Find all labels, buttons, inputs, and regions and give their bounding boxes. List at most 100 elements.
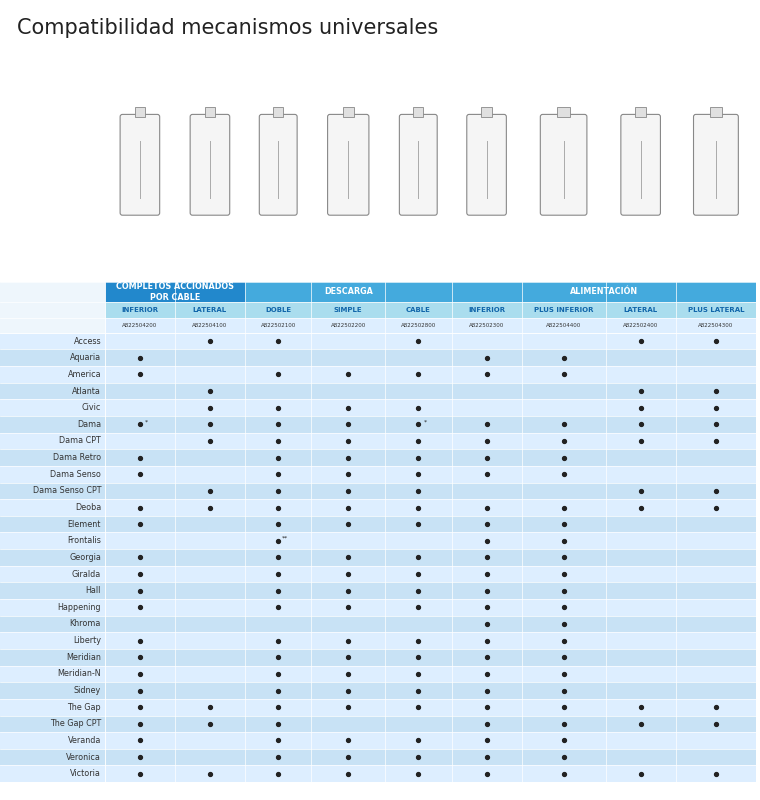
Bar xyxy=(451,766,521,782)
Bar xyxy=(385,318,451,333)
Bar xyxy=(312,682,385,699)
Bar xyxy=(521,566,606,582)
Bar xyxy=(521,599,606,616)
Bar xyxy=(606,499,676,516)
Text: Aquaria: Aquaria xyxy=(70,354,101,362)
Bar xyxy=(105,533,175,549)
Bar xyxy=(175,499,245,516)
Bar xyxy=(0,482,105,499)
Bar xyxy=(105,318,175,333)
Bar xyxy=(105,632,175,649)
Bar xyxy=(105,382,175,399)
Bar xyxy=(105,616,175,632)
Bar xyxy=(385,582,451,599)
Bar xyxy=(385,516,451,533)
Text: Georgia: Georgia xyxy=(69,553,101,562)
Bar xyxy=(606,382,676,399)
Bar xyxy=(606,582,676,599)
Bar xyxy=(451,582,521,599)
Bar xyxy=(175,366,245,382)
Bar xyxy=(245,499,312,516)
Text: CABLE: CABLE xyxy=(406,307,431,314)
Bar xyxy=(606,318,676,333)
Bar xyxy=(0,582,105,599)
Bar xyxy=(710,107,722,117)
Bar xyxy=(676,649,756,666)
Text: Meridian: Meridian xyxy=(66,653,101,662)
FancyBboxPatch shape xyxy=(467,114,506,215)
Bar xyxy=(385,599,451,616)
Bar xyxy=(312,516,385,533)
Bar xyxy=(606,516,676,533)
Bar xyxy=(245,516,312,533)
Text: Giralda: Giralda xyxy=(72,570,101,578)
Bar xyxy=(245,350,312,366)
Bar xyxy=(175,566,245,582)
Bar xyxy=(385,632,451,649)
Bar xyxy=(312,699,385,715)
Bar xyxy=(606,632,676,649)
Bar xyxy=(676,366,756,382)
Bar xyxy=(606,350,676,366)
Bar xyxy=(312,566,385,582)
Bar xyxy=(175,682,245,699)
Bar xyxy=(676,450,756,466)
Bar xyxy=(0,715,105,732)
Bar xyxy=(451,482,521,499)
Bar xyxy=(451,366,521,382)
Bar xyxy=(385,749,451,766)
FancyBboxPatch shape xyxy=(399,114,437,215)
Bar xyxy=(521,749,606,766)
Bar xyxy=(521,616,606,632)
Bar xyxy=(606,682,676,699)
Bar xyxy=(105,566,175,582)
Bar xyxy=(245,549,312,566)
Bar xyxy=(105,715,175,732)
Bar xyxy=(312,450,385,466)
Text: The Gap CPT: The Gap CPT xyxy=(50,719,101,728)
Bar xyxy=(245,282,451,302)
Bar xyxy=(175,582,245,599)
Bar xyxy=(451,466,521,482)
Bar xyxy=(175,749,245,766)
Bar xyxy=(451,616,521,632)
Bar xyxy=(312,582,385,599)
Bar xyxy=(105,450,175,466)
Bar xyxy=(521,416,606,433)
Text: Sidney: Sidney xyxy=(74,686,101,695)
Bar xyxy=(0,433,105,450)
Bar xyxy=(245,766,312,782)
Bar xyxy=(676,599,756,616)
Bar xyxy=(385,350,451,366)
Bar xyxy=(451,566,521,582)
Bar xyxy=(451,333,521,350)
Bar xyxy=(606,482,676,499)
Bar xyxy=(312,382,385,399)
Bar xyxy=(245,666,312,682)
Bar xyxy=(245,632,312,649)
Bar xyxy=(451,282,756,302)
Bar xyxy=(385,450,451,466)
Bar xyxy=(175,666,245,682)
Bar xyxy=(245,599,312,616)
Text: Victoria: Victoria xyxy=(70,770,101,778)
Bar xyxy=(245,399,312,416)
Bar xyxy=(676,666,756,682)
Bar xyxy=(385,302,451,318)
Bar xyxy=(451,399,521,416)
Text: A822504200: A822504200 xyxy=(122,323,157,328)
Text: INFERIOR: INFERIOR xyxy=(468,307,505,314)
Bar xyxy=(676,632,756,649)
Text: A822504100: A822504100 xyxy=(192,323,227,328)
Bar xyxy=(105,599,175,616)
Bar xyxy=(385,399,451,416)
Text: *: * xyxy=(145,419,148,425)
Bar xyxy=(676,715,756,732)
Bar xyxy=(0,632,105,649)
Text: Dama Senso: Dama Senso xyxy=(50,470,101,478)
Bar xyxy=(676,682,756,699)
FancyBboxPatch shape xyxy=(328,114,369,215)
Bar xyxy=(105,766,175,782)
Bar xyxy=(606,366,676,382)
Bar xyxy=(312,749,385,766)
